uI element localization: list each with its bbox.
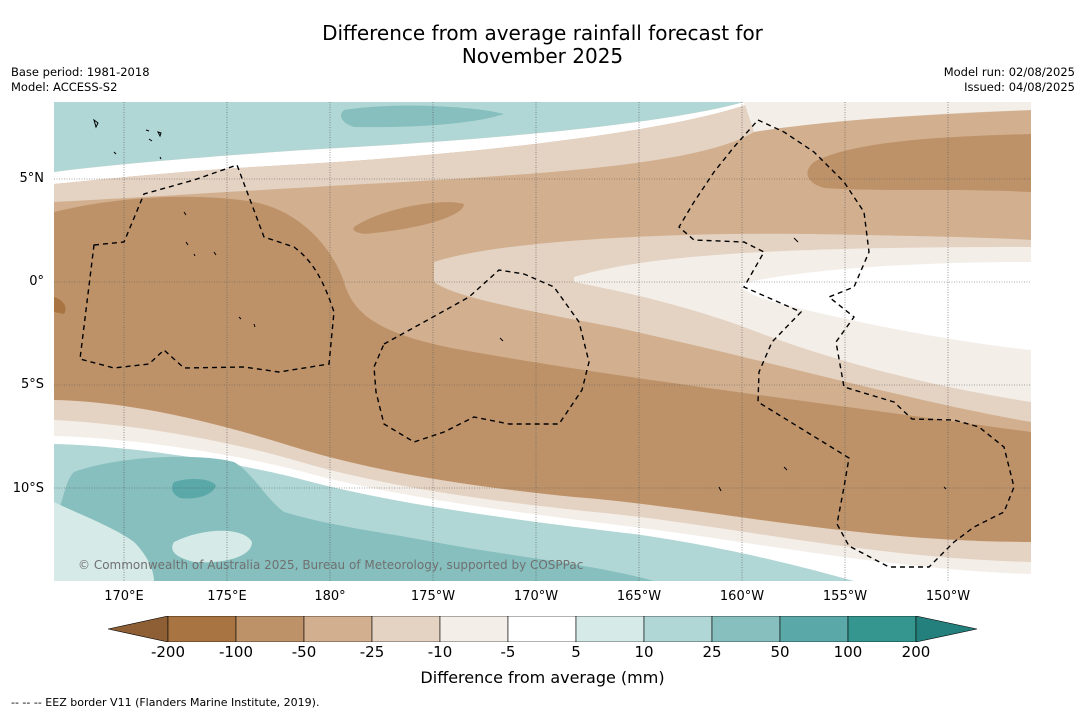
rainfall-anomaly-map	[54, 102, 1031, 581]
colorbar-tick: 10	[634, 643, 654, 661]
island-outlines	[93, 118, 947, 492]
colorbar-tick: 100	[833, 643, 863, 661]
south-pale-patch	[172, 530, 252, 563]
colorbar-swatch	[303, 616, 373, 642]
colorbar-tick: -5	[500, 643, 516, 661]
eez-line-islands	[678, 119, 1015, 568]
model-name: Model: ACCESS-S2	[11, 80, 118, 94]
title-line-1: Difference from average rainfall forecas…	[322, 21, 763, 45]
lat-tick-5s: 5°S	[20, 377, 44, 392]
lon-tick-175e: 175°E	[207, 589, 247, 604]
south-dark-spot	[172, 478, 216, 499]
title-line-2: November 2025	[461, 44, 624, 68]
base-period: Base period: 1981-2018	[11, 65, 150, 79]
colorbar-swatch	[711, 616, 781, 642]
colorbar-swatch	[575, 616, 645, 642]
colorbar-max-arrow	[915, 616, 978, 642]
map-title: Difference from average rainfall forecas…	[0, 22, 1085, 68]
lon-tick-150w: 150°W	[925, 589, 971, 604]
north-wet-band	[54, 102, 744, 172]
north-white-stripe	[54, 102, 754, 184]
lon-tick-170e: 170°E	[104, 589, 144, 604]
ne-dry-core	[807, 134, 1031, 192]
lon-tick-160w: 160°W	[719, 589, 765, 604]
lon-tick-155w: 155°W	[822, 589, 868, 604]
issued-date: Issued: 04/08/2025	[964, 80, 1075, 94]
eez-tuvalu-kiribati-west	[79, 164, 335, 373]
colorbar-tick: -25	[359, 643, 385, 661]
north-wet-core	[341, 105, 504, 128]
lat-tick-10s: 10°S	[12, 481, 44, 496]
colorbar-label: Difference from average (mm)	[420, 668, 665, 687]
colorbar-tick: -100	[218, 643, 254, 661]
lat-tick-0: 0°	[29, 274, 44, 289]
ne-lightest	[744, 102, 1031, 132]
lat-tick-5n: 5°N	[19, 171, 45, 186]
south-west-pale	[54, 502, 154, 581]
colorbar-tick: -200	[150, 643, 186, 661]
metadata-left: Base period: 1981-2018 Model: ACCESS-S2	[11, 65, 150, 95]
eez-borders	[79, 119, 1015, 568]
colorbar-swatch	[847, 616, 917, 642]
colorbar-min-arrow	[108, 616, 169, 642]
model-run: Model run: 02/08/2025	[943, 65, 1075, 79]
metadata-right: Model run: 02/08/2025 Issued: 04/08/2025	[944, 65, 1075, 95]
copyright-credit: © Commonwealth of Australia 2025, Bureau…	[78, 558, 584, 572]
colorbar-swatch	[779, 616, 849, 642]
lon-tick-175w: 175°W	[410, 589, 456, 604]
colorbar-swatch	[507, 616, 577, 642]
lon-tick-180: 180°	[314, 589, 346, 604]
colorbar-tick: 5	[571, 643, 581, 661]
colorbar-tick: -50	[291, 643, 317, 661]
colorbar-swatch	[371, 616, 441, 642]
east-white-wedge	[739, 262, 1031, 350]
colorbar-tick: 25	[702, 643, 722, 661]
west-dark-spot	[54, 297, 66, 314]
eez-border-legend: -- -- -- EEZ border V11 (Flanders Marine…	[11, 696, 320, 709]
colorbar-swatch	[643, 616, 713, 642]
lon-tick-165w: 165°W	[616, 589, 662, 604]
colorbar	[108, 616, 978, 642]
eez-tokelau	[373, 269, 590, 443]
colorbar-swatch	[235, 616, 305, 642]
west-dry-region	[54, 196, 1031, 542]
colorbar-tick: -10	[427, 643, 453, 661]
colorbar-swatch	[439, 616, 509, 642]
north-light-band	[54, 102, 1031, 202]
colorbar-swatch	[167, 616, 237, 642]
colorbar-tick: 200	[901, 643, 931, 661]
lon-tick-170w: 170°W	[513, 589, 559, 604]
central-north-dry	[353, 202, 464, 234]
colorbar-tick: 50	[770, 643, 790, 661]
